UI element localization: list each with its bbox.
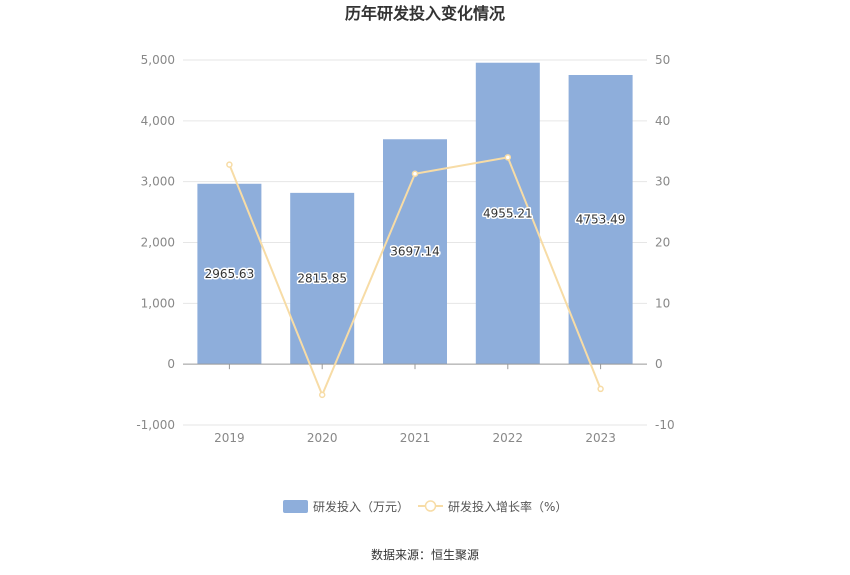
y-left-tick-label: -1,000 <box>136 418 175 432</box>
bar-value-label: 2815.85 <box>297 272 347 286</box>
y-right-tick-label: 0 <box>655 357 663 371</box>
x-tick-label: 2023 <box>585 431 616 445</box>
y-left-tick-label: 5,000 <box>141 53 175 67</box>
bar-value-label: 4955.21 <box>483 206 533 220</box>
x-tick-label: 2021 <box>400 431 431 445</box>
bar[interactable] <box>568 74 633 365</box>
y-left-tick-label: 4,000 <box>141 114 175 128</box>
source-note: 数据来源：恒生聚源 <box>371 547 479 562</box>
y-right-tick-label: 20 <box>655 236 670 250</box>
growth-point[interactable] <box>226 161 233 168</box>
y-right-tick-label: 40 <box>655 114 670 128</box>
y-left-tick-label: 0 <box>167 357 175 371</box>
y-right-tick-label: 50 <box>655 53 670 67</box>
y-right-tick-label: -10 <box>655 418 675 432</box>
legend-line-label[interactable]: 研发投入增长率（%） <box>448 499 567 514</box>
bar-value-label: 3697.14 <box>390 245 440 259</box>
growth-point[interactable] <box>411 170 419 178</box>
x-tick-label: 2020 <box>307 431 338 445</box>
y-axis-right: -10 0 10 20 30 40 50 <box>655 53 675 432</box>
y-axis-left: -1,000 0 1,000 2,000 3,000 4,000 5,000 <box>136 53 175 432</box>
line-series <box>226 154 604 399</box>
y-left-tick-label: 1,000 <box>141 296 175 310</box>
y-right-tick-label: 30 <box>655 175 670 189</box>
chart-title: 历年研发投入变化情况 <box>345 4 505 23</box>
growth-point[interactable] <box>318 391 326 399</box>
bar[interactable] <box>197 183 262 365</box>
legend-bar-swatch[interactable] <box>283 500 308 513</box>
x-tick-label: 2019 <box>214 431 245 445</box>
bar-value-label: 2965.63 <box>205 267 255 281</box>
growth-point[interactable] <box>597 385 604 393</box>
bar[interactable] <box>290 192 355 365</box>
y-left-tick-label: 2,000 <box>141 236 175 250</box>
bar-value-label: 4753.49 <box>576 213 626 227</box>
x-axis: 2019 2020 2021 2022 2023 <box>183 363 647 445</box>
legend: 研发投入（万元） 研发投入增长率（%） <box>283 499 567 514</box>
bar-labels: 2965.63 2815.85 3697.14 4955.21 4753.49 <box>203 205 627 287</box>
legend-line-marker[interactable] <box>424 500 437 512</box>
x-tick-label: 2022 <box>493 431 524 445</box>
bar-series <box>197 62 633 365</box>
legend-bar-label[interactable]: 研发投入（万元） <box>313 499 409 514</box>
growth-point[interactable] <box>504 154 512 161</box>
bar[interactable] <box>475 62 540 365</box>
y-left-tick-label: 3,000 <box>141 175 175 189</box>
y-right-tick-label: 10 <box>655 296 670 310</box>
